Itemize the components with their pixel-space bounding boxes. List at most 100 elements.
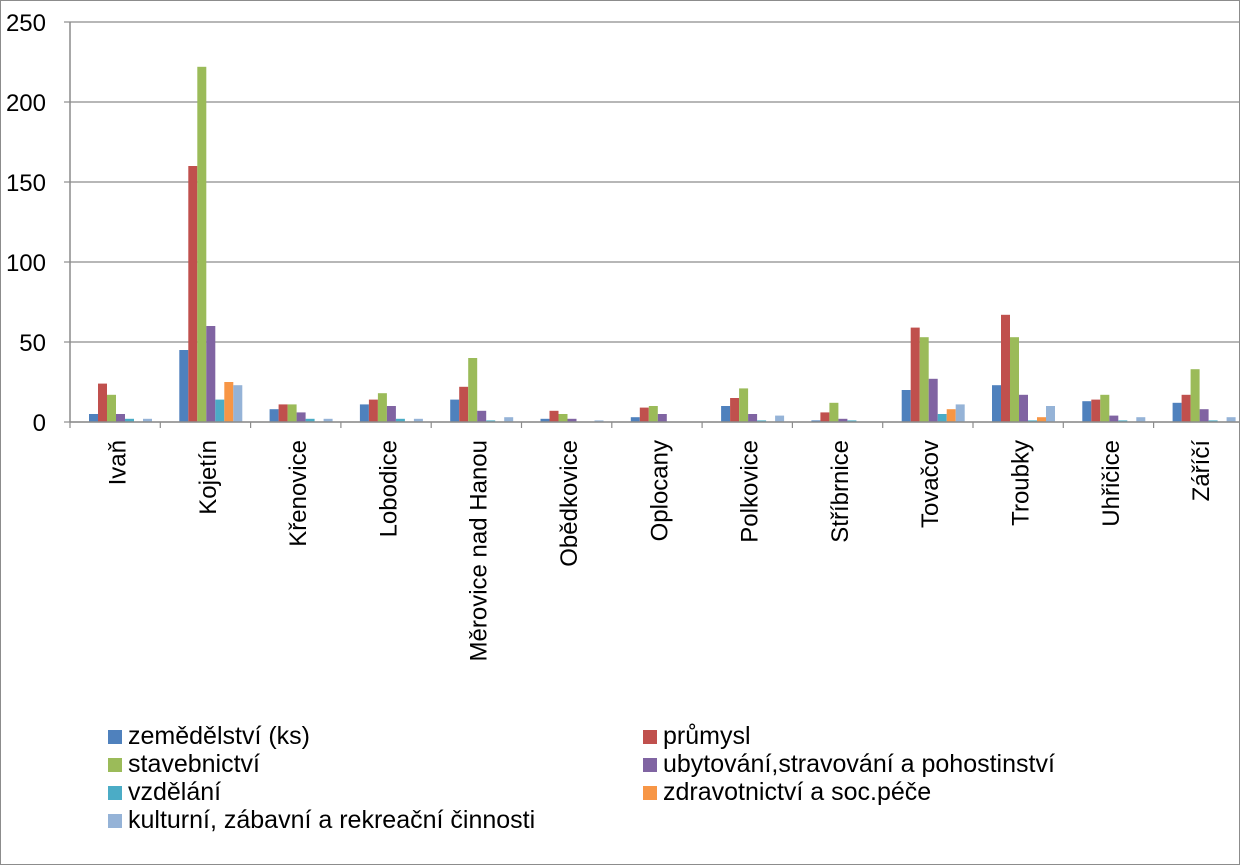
y-tick-label: 150 xyxy=(6,170,46,197)
y-tick-label: 100 xyxy=(6,250,46,277)
bar xyxy=(919,337,929,422)
legend-item: průmysl xyxy=(643,722,751,751)
x-tick-label: Měrovice nad Hanou xyxy=(466,440,493,661)
bar xyxy=(278,404,288,422)
grid-lines xyxy=(70,21,1240,423)
bar xyxy=(639,407,649,422)
bar xyxy=(89,414,98,422)
bar xyxy=(287,404,297,422)
bar xyxy=(657,414,667,422)
bar xyxy=(269,409,279,422)
bar xyxy=(992,385,1001,422)
bar xyxy=(937,414,947,422)
y-tick-label: 200 xyxy=(6,90,46,117)
bar xyxy=(1046,406,1055,422)
bar xyxy=(377,393,387,422)
bar xyxy=(928,378,938,422)
bar xyxy=(215,399,225,422)
legend-swatch xyxy=(108,813,122,828)
legend-label: kulturní, zábavní a rekreační činnosti xyxy=(128,806,536,834)
bar xyxy=(757,420,767,422)
bar xyxy=(1082,401,1092,422)
bar xyxy=(450,399,460,422)
bar xyxy=(630,417,640,422)
bar xyxy=(477,410,487,422)
bar xyxy=(1019,394,1028,422)
bar xyxy=(901,390,911,422)
bar xyxy=(395,418,405,422)
bar xyxy=(1208,420,1218,422)
bar xyxy=(188,166,198,422)
bar xyxy=(125,418,134,422)
legend-swatch xyxy=(108,785,122,800)
bar xyxy=(1136,417,1146,422)
bar xyxy=(594,420,604,422)
bar xyxy=(368,399,378,422)
bar xyxy=(775,415,785,422)
bar xyxy=(486,420,496,422)
bar xyxy=(540,418,550,422)
bar xyxy=(296,412,306,422)
bar xyxy=(1226,417,1236,422)
y-tick-label: 0 xyxy=(33,410,46,437)
legend-label: zdravotnictví a soc.péče xyxy=(663,778,932,806)
bar xyxy=(116,414,125,422)
legend-item: vzdělání xyxy=(108,778,221,807)
legend-swatch xyxy=(108,757,122,772)
x-tick-label: Tovačov xyxy=(917,440,944,528)
bar xyxy=(1190,369,1200,422)
legend-item: kulturní, zábavní a rekreační činnosti xyxy=(108,806,535,835)
bar xyxy=(179,350,189,422)
x-tick-label: Uhřičice xyxy=(1098,440,1125,527)
bar xyxy=(459,386,469,422)
bar xyxy=(323,418,333,422)
x-tick-label: Ivaň xyxy=(105,440,132,485)
legend-label: stavebnictví xyxy=(128,750,261,778)
bar xyxy=(847,420,857,422)
bar xyxy=(98,383,107,422)
x-axis-ticks: Ivaň Kojetín Křenovice Lobodice Měrovice nad… xyxy=(69,422,1215,661)
x-tick-label: Obědkovice xyxy=(556,440,583,567)
legend-label: průmysl xyxy=(663,722,751,750)
bar xyxy=(829,402,839,422)
bar xyxy=(1010,337,1019,422)
bar xyxy=(748,414,758,422)
bar xyxy=(413,418,423,422)
bar xyxy=(143,418,152,422)
bar xyxy=(910,327,920,422)
y-tick-label: 250 xyxy=(6,10,46,37)
bar xyxy=(233,385,243,422)
x-tick-label: Záříčí xyxy=(1188,440,1215,502)
bar xyxy=(1199,409,1209,422)
bars xyxy=(89,66,1236,423)
x-tick-label: Polkovice xyxy=(737,440,764,543)
bar xyxy=(1100,394,1110,422)
y-tick-label: 50 xyxy=(19,330,46,357)
bar xyxy=(567,418,577,422)
x-tick-label: Lobodice xyxy=(375,440,402,537)
bar xyxy=(1028,420,1037,422)
bar xyxy=(820,412,830,422)
bar xyxy=(946,409,956,422)
legend-item: stavebnictví xyxy=(108,750,260,779)
bar xyxy=(107,394,116,422)
x-tick-label: Kojetín xyxy=(195,440,222,515)
bar xyxy=(224,382,234,422)
bar xyxy=(648,406,658,422)
y-axis-ticks: 0 50 100 150 200 250 xyxy=(6,10,70,437)
bar xyxy=(549,410,559,422)
bar xyxy=(1118,420,1128,422)
bar xyxy=(730,398,740,422)
bar xyxy=(1001,314,1010,422)
bar xyxy=(955,404,965,422)
legend-swatch xyxy=(643,729,657,744)
bar xyxy=(504,417,514,422)
bar xyxy=(386,406,396,422)
legend-item: zemědělství (ks) xyxy=(108,722,310,751)
legend-swatch xyxy=(108,729,122,744)
legend-item: zdravotnictví a soc.péče xyxy=(643,778,931,807)
legend-swatch xyxy=(643,757,657,772)
bar xyxy=(1181,394,1191,422)
bar xyxy=(197,66,207,423)
bar xyxy=(1109,415,1119,422)
